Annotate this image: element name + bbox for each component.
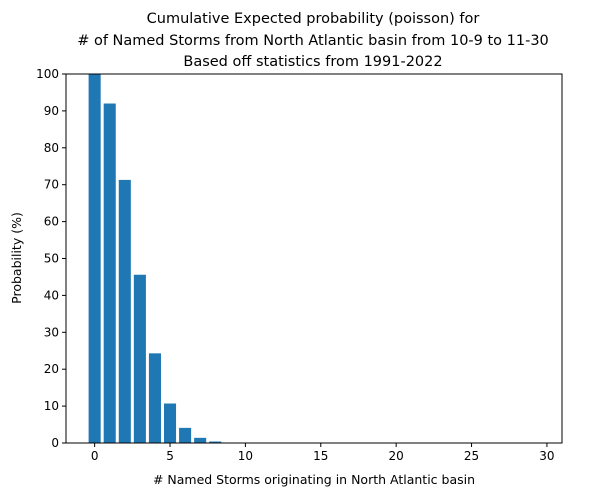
x-axis-label: # Named Storms originating in North Atla… xyxy=(153,472,475,487)
y-tick-label: 40 xyxy=(44,288,59,302)
x-tick-label: 20 xyxy=(389,449,404,463)
bar-2 xyxy=(118,179,131,443)
y-tick-label: 50 xyxy=(44,252,59,266)
y-tick-label: 10 xyxy=(44,399,59,413)
y-tick-label: 100 xyxy=(36,67,59,81)
bar-7 xyxy=(194,437,207,443)
bar-1 xyxy=(103,103,116,444)
x-tick-label: 10 xyxy=(238,449,253,463)
bar-8 xyxy=(209,441,222,443)
y-tick-label: 0 xyxy=(51,436,59,450)
x-tick-label: 30 xyxy=(539,449,554,463)
y-axis-label: Probability (%) xyxy=(9,212,24,304)
x-axis-ticks: 0 5 10 15 20 25 30 xyxy=(91,443,555,463)
bar-0 xyxy=(88,74,101,443)
bar-3 xyxy=(133,274,146,443)
title-line-3: Based off statistics from 1991-2022 xyxy=(183,54,442,70)
bar-6 xyxy=(179,427,192,443)
y-tick-label: 30 xyxy=(44,325,59,339)
y-tick-label: 60 xyxy=(44,215,59,229)
x-tick-label: 5 xyxy=(166,449,174,463)
y-tick-label: 70 xyxy=(44,178,59,192)
plot-frame xyxy=(65,73,563,444)
x-tick-label: 0 xyxy=(91,449,99,463)
y-axis-ticks: 0 10 20 30 40 50 60 70 80 90 100 xyxy=(36,67,66,450)
y-tick-label: 90 xyxy=(44,104,59,118)
title-line-1: Cumulative Expected probability (poisson… xyxy=(147,11,480,27)
x-tick-label: 15 xyxy=(313,449,328,463)
y-tick-label: 80 xyxy=(44,141,59,155)
bar-series xyxy=(88,74,267,444)
chart-title: Cumulative Expected probability (poisson… xyxy=(77,11,549,70)
bar-5 xyxy=(163,403,177,443)
bar-4 xyxy=(148,353,161,443)
title-line-2: # of Named Storms from North Atlantic ba… xyxy=(77,33,549,49)
x-tick-label: 25 xyxy=(464,449,479,463)
y-tick-label: 20 xyxy=(44,362,59,376)
